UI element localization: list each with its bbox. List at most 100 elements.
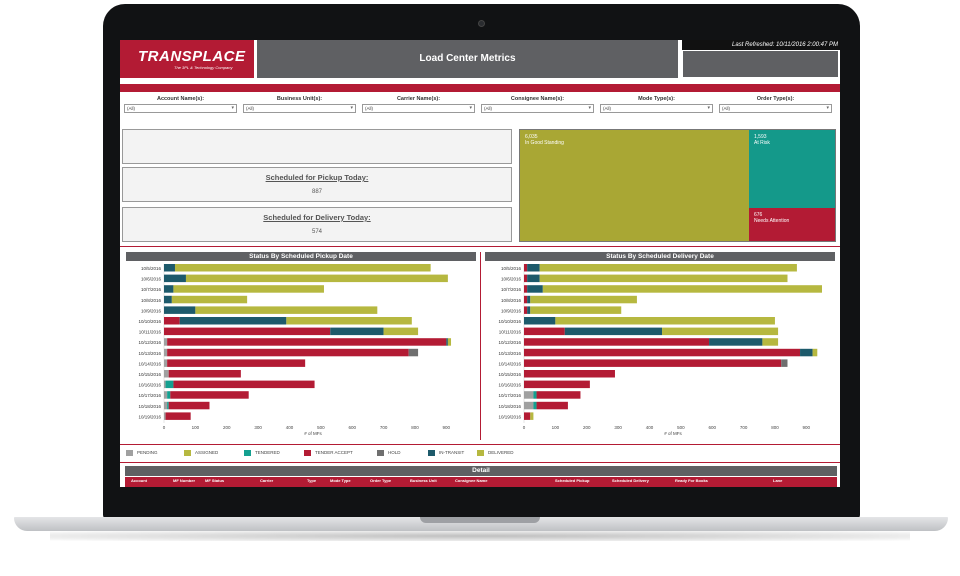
bar-segment-in-transit[interactable] (709, 338, 763, 346)
bar-segment-in-transit[interactable] (446, 338, 448, 346)
bar-segment-in-transit[interactable] (527, 295, 531, 304)
bar-segment-tender-accept[interactable] (164, 327, 331, 336)
bar-segment-delivered[interactable] (173, 285, 324, 293)
detail-column-header[interactable]: Account (131, 478, 147, 483)
bar-segment-tendered[interactable] (167, 401, 169, 410)
bar-segment-delivered[interactable] (185, 274, 448, 283)
bar-segment-tender-accept[interactable] (524, 348, 801, 357)
bar-segment-in-transit[interactable] (527, 274, 540, 283)
bar-segment-delivered[interactable] (539, 264, 797, 272)
detail-column-header[interactable]: Type (307, 478, 317, 483)
bar-segment-tender-accept[interactable] (524, 380, 590, 389)
bar-segment-delivered[interactable] (555, 317, 775, 325)
bar-segment-delivered[interactable] (286, 317, 412, 325)
treemap-needs-attention[interactable]: 676 Needs Attention (749, 208, 835, 241)
bar-segment-tender-accept[interactable] (167, 348, 409, 357)
bar-segment-in-transit[interactable] (164, 285, 174, 293)
bar-segment-delivered[interactable] (383, 327, 419, 336)
bar-segment-tender-accept[interactable] (524, 285, 528, 293)
bar-segment-delivered[interactable] (542, 285, 822, 293)
bar-segment-pending[interactable] (164, 380, 166, 389)
bar-segment-tendered[interactable] (165, 380, 174, 389)
bar-segment-delivered[interactable] (174, 264, 431, 272)
treemap-good-standing[interactable]: 6,035 In Good Standing (520, 130, 749, 241)
detail-column-header[interactable]: Lane (773, 478, 783, 483)
bar-segment-in-transit[interactable] (800, 348, 813, 357)
bar-segment-tender-accept[interactable] (524, 370, 615, 378)
bar-segment-tender-accept[interactable] (524, 264, 528, 272)
bar-segment-tendered[interactable] (533, 391, 537, 399)
detail-column-header[interactable]: Business Unit (410, 478, 437, 483)
bar-segment-delivered[interactable] (195, 306, 378, 314)
bar-segment-in-transit[interactable] (164, 306, 196, 314)
bar-segment-in-transit[interactable] (179, 317, 287, 325)
detail-column-header[interactable]: Order Type (370, 478, 392, 483)
account-select[interactable]: (All) ▾ (124, 104, 237, 113)
bar-segment-tender-accept[interactable] (536, 391, 581, 399)
legend-item-tender-accept[interactable]: TENDER ACCEPT (304, 450, 353, 456)
bar-segment-delivered[interactable] (662, 327, 779, 336)
bar-segment-tender-accept[interactable] (524, 327, 565, 336)
bar-segment-pending[interactable] (524, 391, 534, 399)
treemap-at-risk[interactable]: 1,593 At Risk (749, 130, 835, 208)
bar-segment-in-transit[interactable] (164, 264, 175, 272)
bar-segment-tender-accept[interactable] (165, 412, 191, 420)
consignee-select[interactable]: (All) ▾ (481, 104, 594, 113)
bar-segment-delivered[interactable] (530, 295, 637, 304)
bar-segment-tender-accept[interactable] (167, 338, 447, 346)
bar-segment-pending[interactable] (524, 401, 534, 410)
legend-item-tendered[interactable]: TENDERED (244, 450, 280, 456)
bar-segment-delivered[interactable] (812, 348, 818, 357)
bar-segment-tendered[interactable] (167, 391, 171, 399)
bar-segment-in-transit[interactable] (527, 306, 531, 314)
detail-column-header[interactable]: Consignee Name (455, 478, 488, 483)
order-type-select[interactable]: (All) ▾ (719, 104, 832, 113)
bar-segment-in-transit[interactable] (164, 274, 186, 283)
bar-segment-tender-accept[interactable] (524, 274, 528, 283)
bar-segment-in-transit[interactable] (330, 327, 384, 336)
bar-segment-tender-accept[interactable] (524, 338, 710, 346)
mode-type-select[interactable]: (All) ▾ (600, 104, 713, 113)
bar-segment-tender-accept[interactable] (168, 370, 241, 378)
bar-segment-delivered[interactable] (539, 274, 788, 283)
bar-segment-delivered[interactable] (530, 412, 534, 420)
detail-column-header[interactable]: Scheduled Delivery (612, 478, 649, 483)
bar-segment-tender-accept[interactable] (536, 401, 568, 410)
legend-item-pending[interactable]: PENDING (126, 450, 158, 456)
bar-segment-delivered[interactable] (447, 338, 452, 346)
bar-segment-pending[interactable] (164, 412, 166, 420)
bar-segment-pending[interactable] (164, 338, 168, 346)
detail-column-header[interactable]: MF Status (205, 478, 225, 483)
bar-segment-tender-accept[interactable] (164, 317, 180, 325)
bar-segment-delivered[interactable] (171, 295, 248, 304)
bar-segment-tender-accept[interactable] (168, 401, 210, 410)
bar-segment-delivered[interactable] (762, 338, 779, 346)
legend-item-in-transit[interactable]: IN-TRANSIT (428, 450, 464, 456)
bar-segment-tender-accept[interactable] (167, 359, 306, 367)
bar-segment-pending[interactable] (164, 370, 169, 378)
detail-column-header[interactable]: Carrier (260, 478, 274, 483)
bar-segment-tender-accept[interactable] (170, 391, 249, 399)
bar-segment-delivered[interactable] (530, 306, 622, 314)
detail-column-header[interactable]: MF Number (173, 478, 195, 483)
detail-column-header[interactable]: Ready For Books (675, 478, 708, 483)
bar-segment-pending[interactable] (164, 348, 168, 357)
legend-item-assigned[interactable]: ASSIGNED (184, 450, 218, 456)
bar-segment-hold[interactable] (781, 359, 788, 367)
bar-segment-in-transit[interactable] (524, 317, 556, 325)
bar-segment-tender-accept[interactable] (173, 380, 315, 389)
bar-segment-tender-accept[interactable] (524, 359, 782, 367)
bar-segment-in-transit[interactable] (527, 285, 543, 293)
legend-item-hold[interactable]: HOLD (377, 450, 401, 456)
bar-segment-hold[interactable] (408, 348, 419, 357)
bar-segment-pending[interactable] (164, 391, 168, 399)
business-unit-select[interactable]: (All) ▾ (243, 104, 356, 113)
legend-item-delivered[interactable]: DELIVERED (477, 450, 514, 456)
bar-segment-in-transit[interactable] (164, 295, 172, 304)
detail-column-header[interactable]: Scheduled Pickup (555, 478, 590, 483)
bar-segment-tender-accept[interactable] (524, 306, 528, 314)
bar-segment-tendered[interactable] (533, 401, 537, 410)
bar-segment-pending[interactable] (164, 359, 168, 367)
bar-segment-in-transit[interactable] (527, 264, 540, 272)
carrier-select[interactable]: (All) ▾ (362, 104, 475, 113)
